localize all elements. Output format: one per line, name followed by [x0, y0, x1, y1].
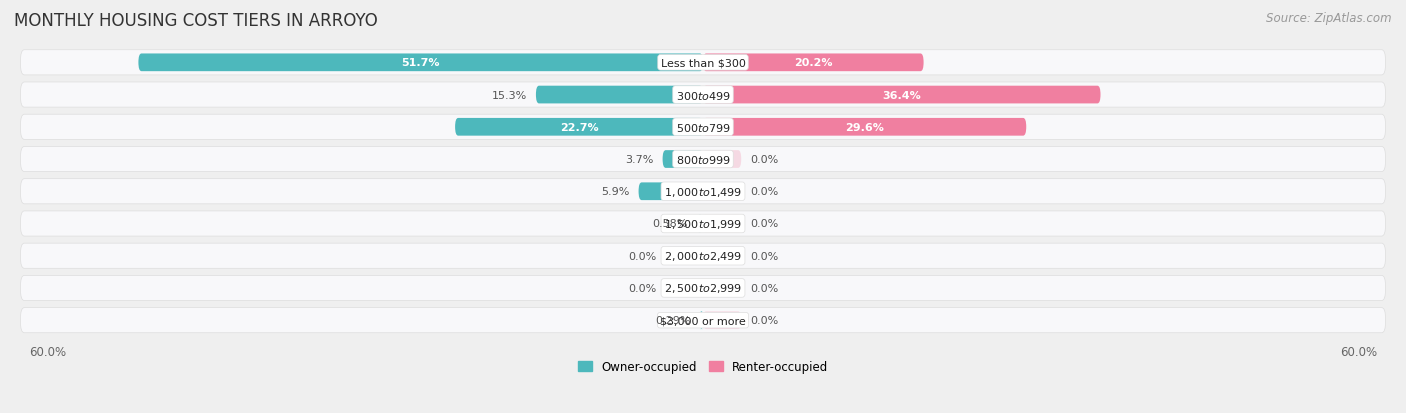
Text: Source: ZipAtlas.com: Source: ZipAtlas.com: [1267, 12, 1392, 25]
Text: $500 to $799: $500 to $799: [675, 121, 731, 133]
Text: 0.29%: 0.29%: [655, 316, 692, 325]
FancyBboxPatch shape: [703, 119, 1026, 136]
FancyBboxPatch shape: [703, 86, 1101, 104]
Text: 0.0%: 0.0%: [749, 283, 778, 293]
Text: $3,000 or more: $3,000 or more: [661, 316, 745, 325]
Text: 0.58%: 0.58%: [652, 219, 688, 229]
Text: $1,000 to $1,499: $1,000 to $1,499: [664, 185, 742, 198]
FancyBboxPatch shape: [21, 83, 1385, 108]
Text: 0.0%: 0.0%: [749, 187, 778, 197]
Text: $300 to $499: $300 to $499: [675, 89, 731, 101]
FancyBboxPatch shape: [703, 311, 741, 329]
FancyBboxPatch shape: [21, 211, 1385, 237]
FancyBboxPatch shape: [21, 276, 1385, 301]
Text: MONTHLY HOUSING COST TIERS IN ARROYO: MONTHLY HOUSING COST TIERS IN ARROYO: [14, 12, 378, 30]
Text: 0.0%: 0.0%: [749, 251, 778, 261]
FancyBboxPatch shape: [21, 244, 1385, 268]
FancyBboxPatch shape: [138, 55, 703, 72]
Text: 0.0%: 0.0%: [628, 251, 657, 261]
FancyBboxPatch shape: [456, 119, 703, 136]
FancyBboxPatch shape: [21, 308, 1385, 333]
Text: $800 to $999: $800 to $999: [675, 154, 731, 166]
Text: $2,500 to $2,999: $2,500 to $2,999: [664, 282, 742, 295]
FancyBboxPatch shape: [696, 215, 703, 233]
FancyBboxPatch shape: [703, 55, 924, 72]
FancyBboxPatch shape: [700, 311, 703, 329]
FancyBboxPatch shape: [665, 280, 703, 297]
Text: Less than $300: Less than $300: [661, 58, 745, 68]
Text: 20.2%: 20.2%: [794, 58, 832, 68]
Text: 51.7%: 51.7%: [402, 58, 440, 68]
Text: 36.4%: 36.4%: [883, 90, 921, 100]
FancyBboxPatch shape: [21, 115, 1385, 140]
FancyBboxPatch shape: [21, 179, 1385, 204]
Text: 5.9%: 5.9%: [602, 187, 630, 197]
FancyBboxPatch shape: [703, 183, 741, 201]
FancyBboxPatch shape: [638, 183, 703, 201]
FancyBboxPatch shape: [21, 51, 1385, 76]
FancyBboxPatch shape: [21, 147, 1385, 172]
Text: 3.7%: 3.7%: [626, 154, 654, 165]
Text: 0.0%: 0.0%: [749, 154, 778, 165]
Text: 22.7%: 22.7%: [560, 123, 599, 133]
Text: $2,000 to $2,499: $2,000 to $2,499: [664, 249, 742, 263]
FancyBboxPatch shape: [665, 247, 703, 265]
FancyBboxPatch shape: [703, 247, 741, 265]
FancyBboxPatch shape: [536, 86, 703, 104]
Text: 15.3%: 15.3%: [492, 90, 527, 100]
Text: $1,500 to $1,999: $1,500 to $1,999: [664, 218, 742, 230]
Text: 29.6%: 29.6%: [845, 123, 884, 133]
FancyBboxPatch shape: [662, 151, 703, 169]
FancyBboxPatch shape: [703, 151, 741, 169]
FancyBboxPatch shape: [703, 215, 741, 233]
Text: 0.0%: 0.0%: [749, 316, 778, 325]
Text: 0.0%: 0.0%: [749, 219, 778, 229]
FancyBboxPatch shape: [703, 280, 741, 297]
Legend: Owner-occupied, Renter-occupied: Owner-occupied, Renter-occupied: [572, 356, 834, 378]
Text: 0.0%: 0.0%: [628, 283, 657, 293]
